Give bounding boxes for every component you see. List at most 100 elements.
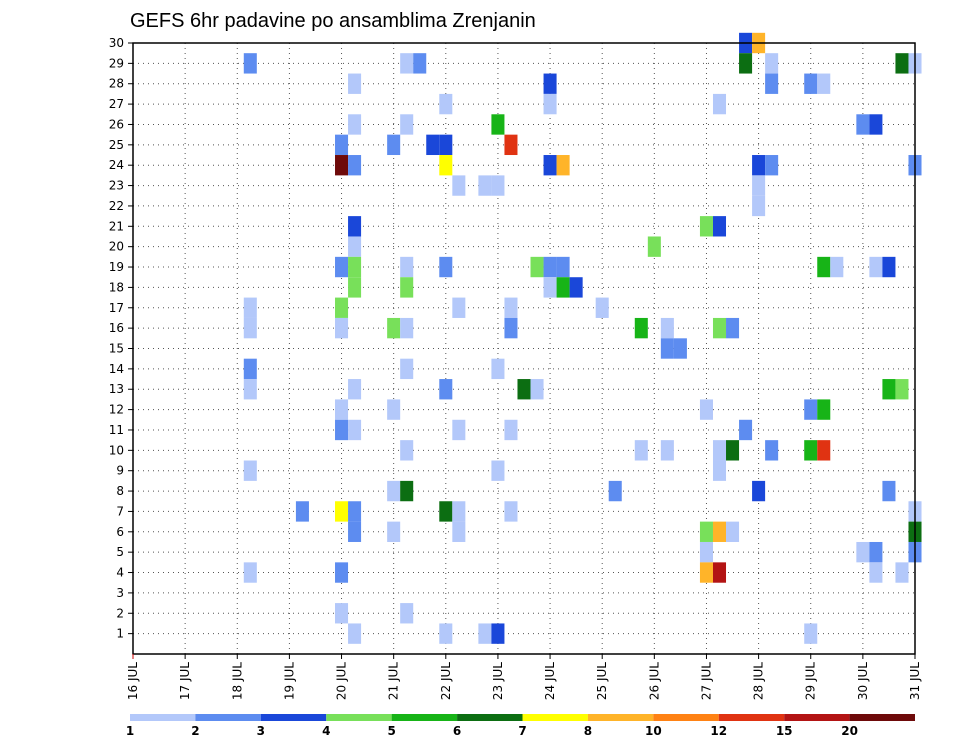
y-tick-label: 30 bbox=[109, 36, 124, 50]
heatmap-cell bbox=[530, 379, 544, 400]
heatmap-cell bbox=[491, 623, 505, 644]
heatmap-cell bbox=[856, 114, 870, 135]
y-tick-label: 9 bbox=[116, 464, 124, 478]
heatmap-cell bbox=[335, 603, 349, 624]
heatmap-cell bbox=[712, 460, 727, 481]
y-tick-label: 15 bbox=[109, 342, 124, 356]
x-tick-label: 31 JUL bbox=[908, 662, 922, 700]
y-tick-label: 17 bbox=[109, 301, 124, 315]
heatmap-cell bbox=[335, 562, 349, 583]
heatmap-cell bbox=[869, 256, 883, 278]
heatmap-cell bbox=[660, 440, 674, 461]
heatmap-cell bbox=[504, 134, 518, 156]
legend-swatch bbox=[130, 714, 196, 721]
legend-swatch bbox=[653, 714, 719, 721]
x-tick-label: 23 JUL bbox=[491, 662, 505, 700]
y-tick-label: 6 bbox=[116, 525, 124, 539]
heatmap-cell bbox=[726, 440, 740, 461]
heatmap-cell bbox=[335, 501, 349, 522]
heatmap-cell bbox=[348, 419, 362, 441]
heatmap-cell bbox=[543, 277, 557, 298]
x-tick-label: 25 JUL bbox=[595, 662, 609, 700]
legend-swatch bbox=[522, 714, 588, 721]
heatmap-cell bbox=[439, 256, 453, 278]
heatmap-cell bbox=[817, 399, 831, 420]
legend-label: 6 bbox=[453, 724, 461, 738]
x-tick-label: 18 JUL bbox=[230, 662, 244, 700]
legend-swatch bbox=[849, 714, 915, 721]
legend-label: 15 bbox=[776, 724, 793, 738]
heatmap-cell bbox=[348, 501, 362, 522]
heatmap-cell bbox=[491, 175, 505, 196]
heatmap-cell bbox=[243, 53, 257, 74]
heatmap-cell bbox=[243, 379, 257, 400]
heatmap-cell bbox=[243, 297, 257, 318]
y-tick-label: 28 bbox=[109, 77, 124, 91]
heatmap-cell bbox=[817, 440, 831, 461]
heatmap-cell bbox=[895, 53, 909, 74]
heatmap-cell bbox=[400, 480, 414, 502]
heatmap-cell bbox=[765, 53, 779, 74]
heatmap-cell bbox=[400, 358, 414, 380]
heatmap-cell bbox=[869, 114, 883, 135]
heatmap-cell bbox=[765, 440, 779, 461]
heatmap-cell bbox=[348, 379, 362, 400]
heatmap-cell bbox=[569, 277, 583, 298]
heatmap-cell bbox=[517, 379, 531, 400]
heatmap-cell bbox=[478, 175, 492, 196]
heatmap-cell bbox=[348, 216, 362, 237]
axes: 1234567891011121314151617181920212223242… bbox=[109, 36, 922, 700]
x-tick-label: 24 JUL bbox=[543, 662, 557, 700]
heatmap-cell bbox=[504, 419, 518, 441]
heatmap-cell bbox=[348, 277, 362, 298]
heatmap-cell bbox=[556, 155, 570, 176]
legend-swatch bbox=[326, 714, 392, 721]
y-tick-label: 14 bbox=[109, 362, 124, 376]
heatmap-cell bbox=[295, 501, 309, 522]
y-tick-label: 23 bbox=[109, 179, 124, 193]
heatmap-cell bbox=[817, 73, 831, 94]
y-tick-label: 29 bbox=[109, 56, 124, 70]
heatmap-cell bbox=[400, 440, 414, 461]
heatmap-cell bbox=[452, 521, 466, 542]
heatmap-cell bbox=[387, 480, 401, 502]
x-tick-label: 21 JUL bbox=[387, 662, 401, 700]
y-tick-label: 7 bbox=[116, 504, 124, 518]
heatmap-cell bbox=[556, 256, 570, 278]
heatmap-cell bbox=[439, 155, 453, 176]
heatmap-cell bbox=[726, 521, 740, 542]
heatmap-cell bbox=[426, 134, 440, 156]
heatmap-cell bbox=[752, 480, 766, 502]
heatmap-cell bbox=[439, 501, 453, 522]
y-tick-label: 25 bbox=[109, 138, 124, 152]
legend-swatch bbox=[587, 714, 654, 721]
legend-label: 5 bbox=[387, 724, 395, 738]
heatmap-cell bbox=[634, 317, 648, 339]
heatmap-cell bbox=[895, 379, 909, 400]
legend-swatch bbox=[457, 714, 523, 721]
heatmap-cell bbox=[491, 358, 505, 380]
heatmap-cell bbox=[869, 541, 883, 563]
heatmap-cell bbox=[712, 562, 727, 583]
heatmap-cell bbox=[804, 440, 818, 461]
heatmap-cell bbox=[413, 53, 427, 74]
heatmap-cell bbox=[387, 134, 401, 156]
heatmap-cell bbox=[712, 440, 727, 461]
heatmap-cell bbox=[387, 521, 401, 542]
legend-label: 3 bbox=[257, 724, 265, 738]
heatmap-cell bbox=[699, 562, 713, 583]
legend-swatch bbox=[260, 714, 327, 721]
y-tick-label: 19 bbox=[109, 260, 124, 274]
y-tick-label: 24 bbox=[109, 158, 124, 172]
heatmap-cell bbox=[804, 399, 818, 420]
y-tick-label: 16 bbox=[109, 321, 124, 335]
legend-swatch bbox=[391, 714, 458, 721]
heatmap-cell bbox=[348, 521, 362, 542]
heatmap-cell bbox=[543, 93, 557, 115]
heatmap-cell bbox=[243, 317, 257, 339]
heatmap-cell bbox=[752, 155, 766, 176]
heatmap-cell bbox=[400, 256, 414, 278]
y-tick-label: 2 bbox=[116, 606, 124, 620]
heatmap-cell bbox=[335, 399, 349, 420]
heatmap-cell bbox=[712, 521, 727, 542]
